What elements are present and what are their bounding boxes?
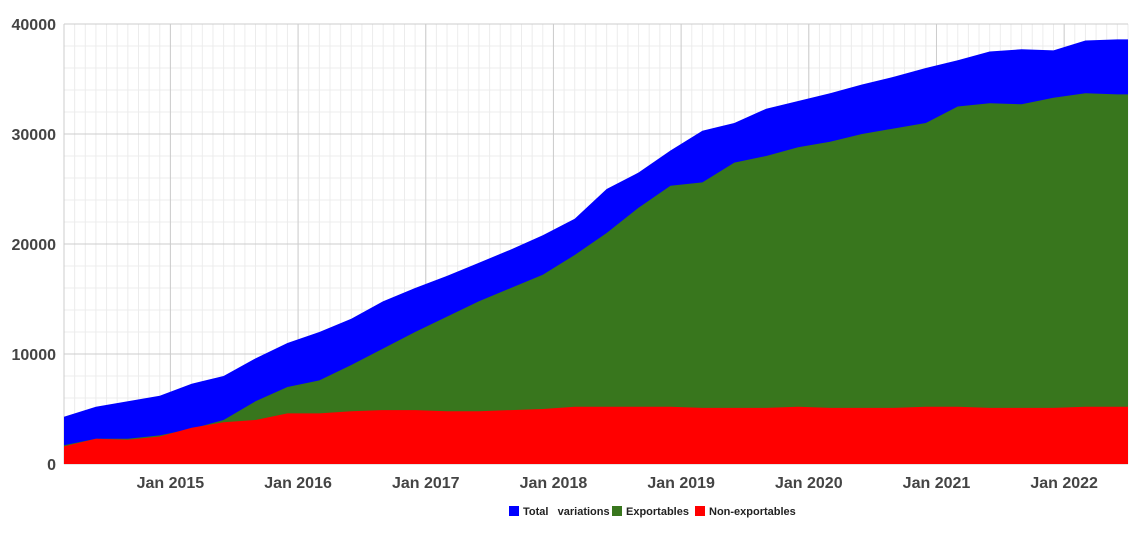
x-tick-label: Jan 2016	[264, 475, 332, 492]
legend-item[interactable]: Non-exportables	[695, 506, 796, 518]
legend-label: Non-exportables	[709, 506, 796, 518]
legend-swatch	[695, 506, 705, 516]
y-axis: 0 10000 20000 30000 40000	[12, 17, 57, 474]
y-tick-label: 40000	[12, 17, 57, 34]
x-tick-label: Jan 2015	[137, 475, 205, 492]
legend-item[interactable]: Exportables	[612, 506, 689, 518]
area-series-1	[64, 93, 1128, 465]
legend-item[interactable]: Total variations	[509, 506, 610, 518]
y-tick-label: 10000	[12, 347, 57, 364]
y-tick-label: 0	[47, 457, 56, 474]
area-series	[64, 39, 1128, 465]
legend-swatch	[509, 506, 519, 516]
legend-label: Total variations	[523, 506, 610, 518]
x-tick-label: Jan 2017	[392, 475, 460, 492]
legend-swatch	[612, 506, 622, 516]
x-tick-label: Jan 2022	[1030, 475, 1098, 492]
area-series-2	[64, 406, 1128, 464]
x-axis: Jan 2015 Jan 2016 Jan 2017 Jan 2018 Jan 2019…	[137, 475, 1098, 492]
x-tick-label: Jan 2018	[520, 475, 588, 492]
x-tick-label: Jan 2020	[775, 475, 843, 492]
x-tick-label: Jan 2019	[647, 475, 715, 492]
y-tick-label: 20000	[12, 237, 57, 254]
legend-label: Exportables	[626, 506, 689, 518]
x-tick-label: Jan 2021	[903, 475, 971, 492]
legend: Total variations Exportables Non-exportabl…	[509, 506, 796, 518]
y-tick-label: 30000	[12, 127, 57, 144]
